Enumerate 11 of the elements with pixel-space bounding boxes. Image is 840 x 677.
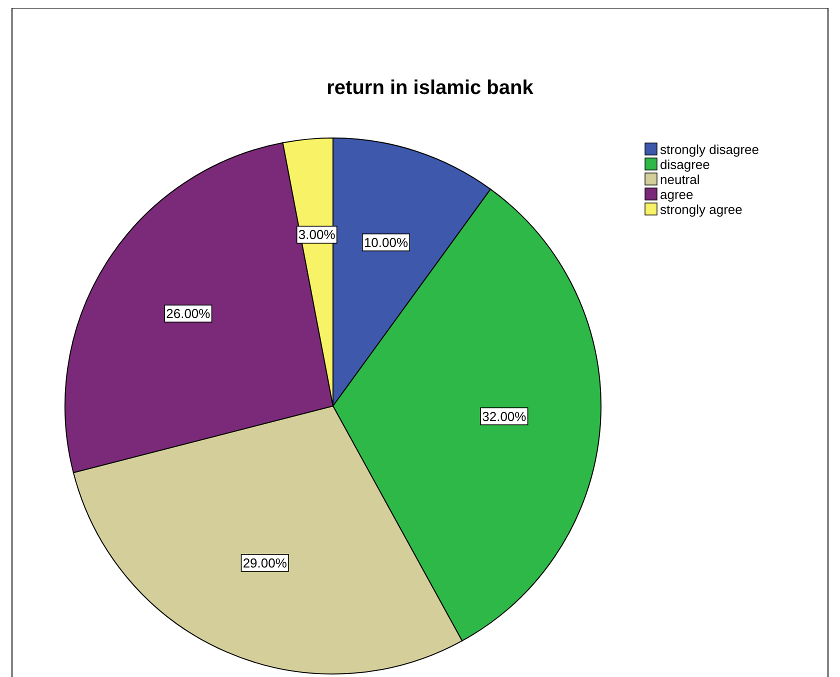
data-label: 10.00%: [364, 234, 408, 250]
legend-label: strongly agree: [660, 202, 742, 217]
data-label: 29.00%: [242, 555, 288, 570]
chart-title: return in islamic bank: [326, 77, 534, 99]
legend-label: agree: [660, 187, 694, 202]
legend-label: neutral: [660, 172, 700, 187]
legend-label: strongly disagree: [660, 142, 759, 157]
data-label: 26.00%: [166, 306, 211, 322]
legend-label: disagree: [660, 157, 710, 172]
data-label: 3.00%: [298, 227, 336, 242]
data-label: 32.00%: [482, 408, 527, 424]
